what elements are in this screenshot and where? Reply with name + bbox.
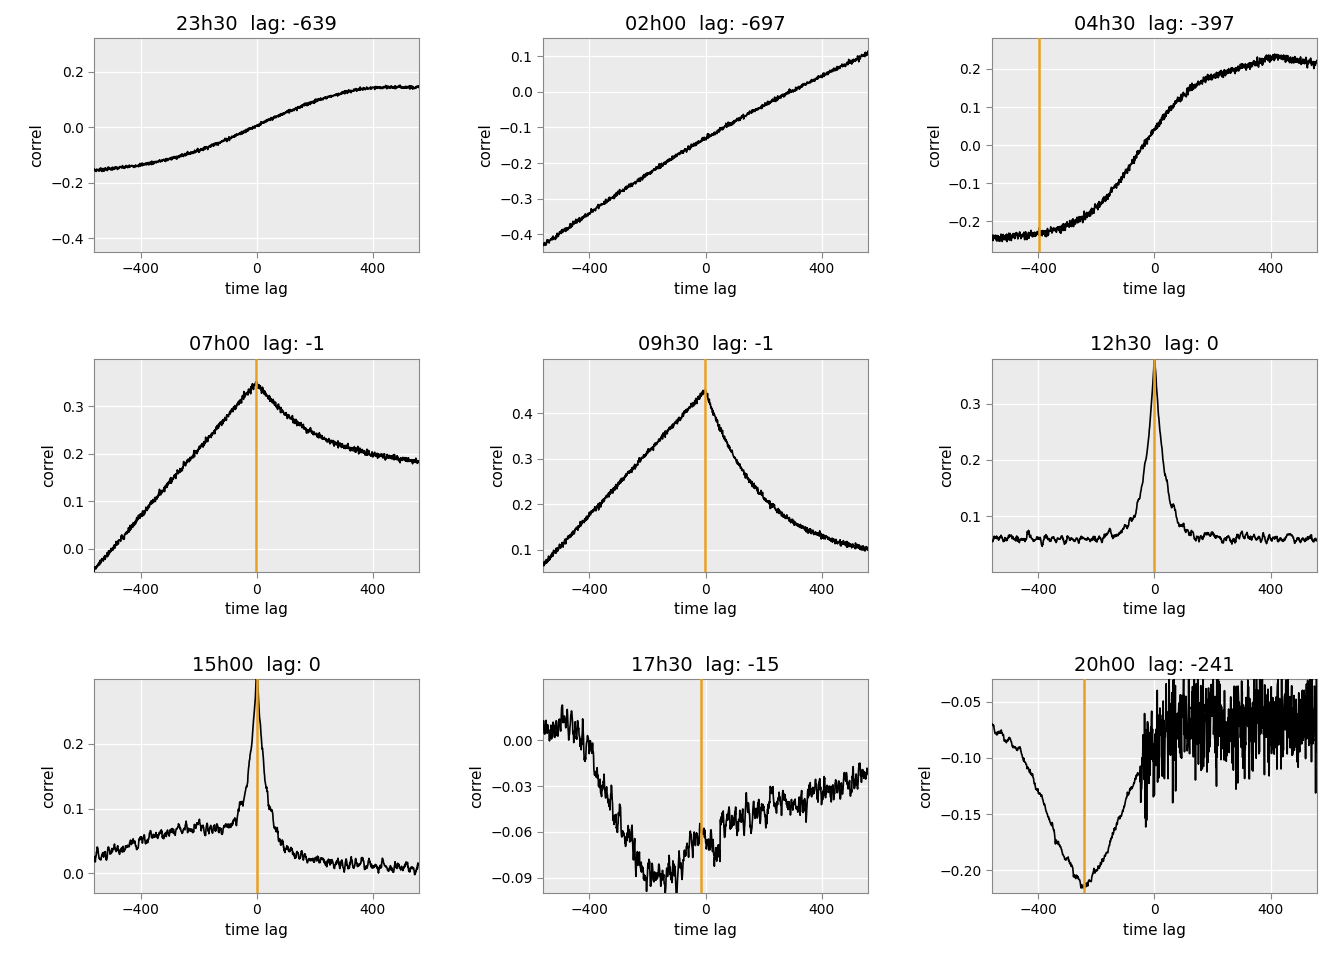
X-axis label: time lag: time lag bbox=[1124, 602, 1185, 617]
Title: 15h00  lag: 0: 15h00 lag: 0 bbox=[192, 656, 321, 675]
Y-axis label: correl: correl bbox=[939, 444, 954, 488]
Y-axis label: correl: correl bbox=[491, 444, 505, 488]
Y-axis label: correl: correl bbox=[42, 444, 56, 488]
Title: 09h30  lag: -1: 09h30 lag: -1 bbox=[637, 335, 774, 354]
Y-axis label: correl: correl bbox=[30, 123, 44, 167]
X-axis label: time lag: time lag bbox=[226, 923, 288, 938]
X-axis label: time lag: time lag bbox=[675, 282, 737, 297]
X-axis label: time lag: time lag bbox=[226, 282, 288, 297]
Y-axis label: correl: correl bbox=[42, 764, 56, 808]
Title: 17h30  lag: -15: 17h30 lag: -15 bbox=[632, 656, 780, 675]
X-axis label: time lag: time lag bbox=[1124, 923, 1185, 938]
Title: 02h00  lag: -697: 02h00 lag: -697 bbox=[625, 15, 786, 34]
Y-axis label: correl: correl bbox=[469, 764, 485, 808]
Y-axis label: correl: correl bbox=[927, 123, 942, 167]
Y-axis label: correl: correl bbox=[478, 123, 493, 167]
Y-axis label: correl: correl bbox=[918, 764, 934, 808]
X-axis label: time lag: time lag bbox=[1124, 282, 1185, 297]
Title: 23h30  lag: -639: 23h30 lag: -639 bbox=[176, 15, 337, 34]
Title: 07h00  lag: -1: 07h00 lag: -1 bbox=[188, 335, 325, 354]
Title: 12h30  lag: 0: 12h30 lag: 0 bbox=[1090, 335, 1219, 354]
Title: 20h00  lag: -241: 20h00 lag: -241 bbox=[1074, 656, 1235, 675]
X-axis label: time lag: time lag bbox=[675, 602, 737, 617]
X-axis label: time lag: time lag bbox=[675, 923, 737, 938]
Title: 04h30  lag: -397: 04h30 lag: -397 bbox=[1074, 15, 1235, 34]
X-axis label: time lag: time lag bbox=[226, 602, 288, 617]
